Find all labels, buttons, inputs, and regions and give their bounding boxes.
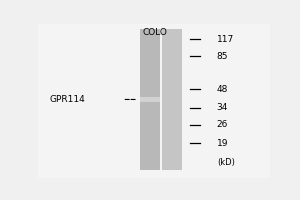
Text: COLO: COLO <box>142 28 167 37</box>
Text: 85: 85 <box>217 52 228 61</box>
Text: 26: 26 <box>217 120 228 129</box>
Bar <box>140 29 160 170</box>
Text: 19: 19 <box>217 139 228 148</box>
Text: 34: 34 <box>217 103 228 112</box>
Text: (kD): (kD) <box>218 158 236 167</box>
Text: 117: 117 <box>217 35 234 44</box>
Bar <box>140 97 160 102</box>
Bar <box>162 29 182 170</box>
Text: GPR114: GPR114 <box>49 95 85 104</box>
Text: 48: 48 <box>217 85 228 94</box>
